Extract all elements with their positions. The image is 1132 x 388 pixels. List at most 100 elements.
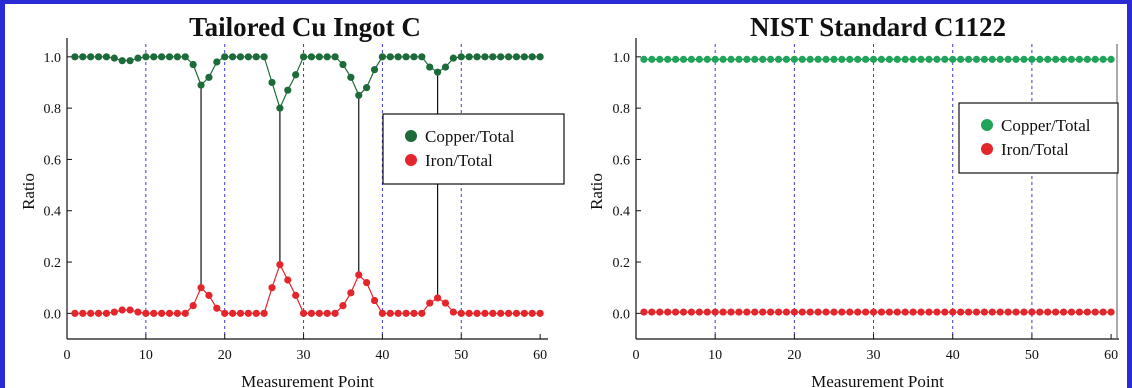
data-point-copper: [205, 73, 213, 81]
data-point-copper: [134, 54, 142, 62]
legend-marker-iron: [405, 154, 417, 166]
data-point-iron: [767, 308, 775, 316]
data-point-copper: [221, 53, 229, 61]
data-point-copper: [1020, 55, 1028, 63]
data-point-iron: [751, 308, 759, 316]
data-point-copper: [893, 55, 901, 63]
data-point-iron: [252, 309, 260, 317]
data-point-copper: [465, 53, 473, 61]
data-point-copper: [862, 55, 870, 63]
data-point-copper: [1083, 55, 1091, 63]
data-point-iron: [671, 308, 680, 316]
data-point-copper: [418, 53, 426, 61]
y-tick-label: 0.8: [613, 102, 631, 117]
data-point-copper: [1075, 55, 1084, 63]
data-point-copper: [909, 55, 917, 63]
data-point-copper: [751, 55, 759, 63]
chart-nist-standard: 0.0 0.2 0.4 0.6 0.8 1.0 0 10 20 30 40 50 60 NIST Stan…: [587, 12, 1119, 388]
data-point-copper: [331, 53, 339, 61]
data-point-copper: [743, 55, 751, 63]
data-point-copper: [869, 55, 878, 63]
legend-marker-copper: [405, 130, 417, 142]
data-point-iron: [276, 261, 284, 269]
data-point-iron: [1059, 308, 1068, 316]
data-point-iron: [798, 308, 806, 316]
data-point-iron: [869, 308, 878, 316]
y-tick-label: 1.0: [613, 51, 631, 66]
data-point-copper: [481, 53, 489, 61]
data-point-copper: [885, 55, 893, 63]
x-tick-label: 10: [139, 348, 153, 363]
data-point-copper: [640, 55, 648, 63]
data-point-iron: [315, 309, 323, 317]
data-point-copper: [1036, 55, 1044, 63]
data-point-iron: [695, 308, 703, 316]
data-point-copper: [1059, 55, 1068, 63]
data-point-copper: [996, 55, 1004, 63]
x-tick-label: 0: [633, 348, 640, 363]
data-point-copper: [774, 55, 783, 63]
x-tick-label: 20: [787, 348, 801, 363]
x-tick-label: 60: [533, 348, 547, 363]
y-tick-label: 1.0: [44, 51, 62, 66]
x-tick-label: 50: [454, 348, 468, 363]
data-point-copper: [426, 63, 434, 71]
data-point-iron: [925, 308, 933, 316]
data-point-copper: [197, 81, 205, 89]
series-line-copper: [74, 56, 541, 110]
data-point-iron: [118, 306, 126, 314]
data-point-iron: [933, 308, 941, 316]
y-tick-label: 0.6: [44, 153, 62, 168]
data-point-copper: [1107, 55, 1115, 63]
data-point-copper: [735, 55, 743, 63]
data-point-iron: [727, 308, 735, 316]
data-point-copper: [71, 53, 79, 61]
chart-tailored-cu-ingot: 0.0 0.2 0.4 0.6 0.8 1.0 0 10 20 30 40 50 60 Tailored …: [19, 12, 565, 388]
data-point-iron: [1083, 308, 1091, 316]
data-point-copper: [1004, 55, 1012, 63]
y-tick-label: 0.0: [44, 307, 62, 322]
data-point-iron: [323, 309, 331, 317]
legend-label: Iron/Total: [1001, 140, 1069, 159]
data-point-iron: [347, 289, 355, 297]
data-point-copper: [473, 53, 481, 61]
chart-title: NIST Standard C1122: [750, 12, 1006, 42]
y-axis-label: Ratio: [19, 173, 38, 210]
data-point-copper: [695, 55, 703, 63]
data-point-copper: [94, 53, 103, 61]
data-point-iron: [126, 306, 134, 314]
data-point-iron: [830, 308, 838, 316]
data-point-copper: [964, 55, 973, 63]
data-point-iron: [759, 308, 767, 316]
data-point-copper: [925, 55, 933, 63]
data-point-copper: [806, 55, 814, 63]
data-point-copper: [941, 55, 949, 63]
data-point-iron: [355, 271, 363, 279]
data-point-iron: [854, 308, 862, 316]
data-point-copper: [355, 91, 363, 99]
data-point-iron: [1052, 308, 1060, 316]
data-point-iron: [790, 308, 798, 316]
legend-label: Copper/Total: [1001, 116, 1091, 135]
data-point-copper: [1091, 55, 1099, 63]
data-point-copper: [244, 53, 252, 61]
data-point-iron: [410, 309, 418, 317]
data-point-iron: [957, 308, 965, 316]
data-point-copper: [118, 57, 126, 65]
data-point-copper: [347, 73, 355, 81]
data-point-iron: [173, 309, 181, 317]
data-point-copper: [759, 55, 767, 63]
data-point-copper: [378, 53, 387, 61]
data-point-iron: [972, 308, 981, 316]
data-point-iron: [1075, 308, 1084, 316]
data-point-copper: [664, 55, 672, 63]
data-point-copper: [901, 55, 909, 63]
data-point-iron: [893, 308, 901, 316]
data-point-copper: [386, 53, 394, 61]
data-point-iron: [394, 309, 402, 317]
data-point-copper: [489, 53, 497, 61]
data-point-copper: [830, 55, 838, 63]
x-tick-label: 50: [1025, 348, 1039, 363]
data-point-copper: [158, 53, 166, 61]
